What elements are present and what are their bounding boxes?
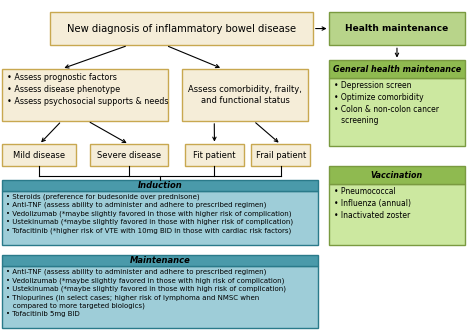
Text: General health maintenance: General health maintenance [333, 65, 461, 74]
FancyBboxPatch shape [329, 12, 465, 45]
Text: • Steroids (preference for budesonide over prednisone)
• Anti-TNF (assess abilit: • Steroids (preference for budesonide ov… [6, 193, 293, 234]
FancyBboxPatch shape [2, 255, 318, 266]
Text: Assess comorbidity, frailty,
and functional status: Assess comorbidity, frailty, and functio… [188, 85, 302, 105]
Text: • Depression screen
• Optimize comorbidity
• Colon & non-colon cancer
   screeni: • Depression screen • Optimize comorbidi… [334, 81, 439, 125]
FancyBboxPatch shape [50, 12, 313, 45]
FancyBboxPatch shape [185, 144, 244, 166]
FancyBboxPatch shape [329, 78, 465, 146]
FancyBboxPatch shape [2, 191, 318, 245]
FancyBboxPatch shape [182, 69, 308, 121]
Text: • Assess prognostic factors
• Assess disease phenotype
• Assess psychosocial sup: • Assess prognostic factors • Assess dis… [7, 73, 169, 106]
FancyBboxPatch shape [2, 180, 318, 191]
FancyBboxPatch shape [329, 184, 465, 245]
Text: Vaccination: Vaccination [371, 170, 423, 179]
FancyBboxPatch shape [251, 144, 310, 166]
Text: Mild disease: Mild disease [13, 151, 65, 160]
FancyBboxPatch shape [329, 166, 465, 184]
FancyBboxPatch shape [2, 69, 168, 121]
Text: • Anti-TNF (assess ability to administer and adhere to prescribed regimen)
• Ved: • Anti-TNF (assess ability to administer… [6, 269, 286, 318]
Text: Health maintenance: Health maintenance [346, 24, 448, 33]
FancyBboxPatch shape [2, 144, 76, 166]
Text: • Pneumococcal
• Influenza (annual)
• Inactivated zoster: • Pneumococcal • Influenza (annual) • In… [334, 187, 411, 220]
Text: Maintenance: Maintenance [129, 256, 191, 265]
Text: New diagnosis of inflammatory bowel disease: New diagnosis of inflammatory bowel dise… [67, 24, 296, 34]
FancyBboxPatch shape [90, 144, 168, 166]
Text: Frail patient: Frail patient [255, 151, 306, 160]
FancyBboxPatch shape [2, 266, 318, 328]
FancyBboxPatch shape [329, 60, 465, 78]
Text: Induction: Induction [137, 181, 182, 190]
Text: Severe disease: Severe disease [97, 151, 161, 160]
Text: Fit patient: Fit patient [193, 151, 236, 160]
